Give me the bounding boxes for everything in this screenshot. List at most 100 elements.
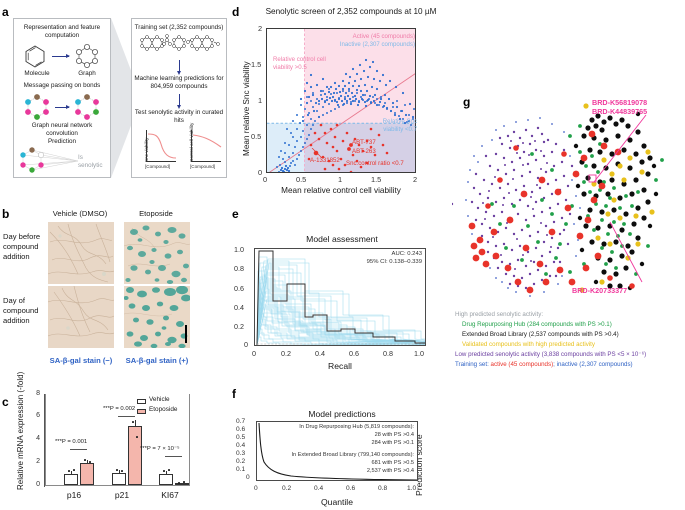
f-y-tick-0: 0 [246, 474, 250, 481]
legend-low-activity: Low predicted senolytic activity (3,838 … [455, 351, 647, 358]
panel-f-title: Model predictions [308, 409, 376, 419]
f-y-tick-0_3: 0.3 [236, 450, 246, 457]
callout-brd-k44839765: BRD-K44839765 [592, 107, 648, 116]
bar-p21-etoposide [128, 426, 142, 485]
footer-stain-positive: SA-β-gal stain (+) [125, 356, 189, 365]
y-tick-0: 0 [36, 481, 40, 488]
panel-d: d Senolytic screen of 2,352 compounds at… [232, 0, 460, 198]
annotation-hub-ps01: 284 with PS >0.1 [371, 440, 414, 446]
errorbar-p16-vehicle [70, 470, 72, 474]
panel-f: f Model predictions Prediction score 0.7… [232, 380, 460, 510]
panel-b-letter: b [2, 207, 10, 221]
panel-d-ylabel: Mean relative Snc viability [242, 61, 251, 156]
annotation-broad-ps05: 681 with PS >0.5 [371, 460, 414, 466]
annotation-snc-threshold: Relative Snc viability <0.7 [382, 118, 417, 133]
training-molecules-icon [140, 34, 220, 51]
y-tick-8: 8 [36, 390, 40, 397]
is-senolytic-label: Is senolytic [78, 154, 103, 170]
datapoint [116, 469, 118, 471]
micrograph-vehicle-day-of [48, 286, 114, 348]
e-y-tick-1_0: 1.0 [234, 245, 244, 254]
sig-label-p16: ***P = 0.001 [55, 439, 88, 445]
annotation-hub-ps04: 28 with PS >0.4 [374, 432, 414, 438]
datapoint [136, 436, 138, 438]
legend-swatch-etoposide [137, 409, 146, 414]
sig-label-ki67: ***P = 7 × 10⁻⁵ [140, 446, 180, 452]
ml-predictions-label: Machine learning predictions for 804,959… [134, 75, 224, 91]
panel-d-plot-area [266, 28, 416, 173]
auc-text: AUC: 0.243 [391, 251, 422, 257]
f-x-tick-0_6: 0.6 [346, 485, 356, 492]
e-y-tick-0: 0 [244, 340, 248, 349]
datapoint [68, 470, 70, 472]
legend-swatch-vehicle [137, 399, 146, 404]
datapoint [89, 461, 91, 463]
bar-ki67-etoposide [175, 483, 189, 485]
panel-c-letter: c [2, 395, 9, 409]
datapoint [132, 421, 134, 423]
funnel-connector [111, 18, 132, 178]
training-set-label: Training set (2,352 compounds) [134, 24, 224, 31]
datapoint [84, 459, 86, 461]
graph-conv-label: Graph neural network convolution [31, 122, 93, 138]
test-activity-label: Test senolytic activity in curated hits [134, 109, 224, 125]
errorbar-p21-etoposide [134, 420, 136, 427]
callout-brd-k20733377: BRD-K20733377 [572, 286, 628, 295]
molecule-label: Molecule [24, 70, 50, 77]
annotation-active: Active (45 compounds) [352, 33, 415, 40]
datapoint [178, 481, 180, 484]
d-y-tick-0_5: 0.5 [251, 132, 262, 141]
legend-training-set: Training set: active (45 compounds); ina… [455, 361, 633, 370]
f-y-tick-0_1: 0.1 [236, 466, 246, 473]
panel-d-title: Senolytic screen of 2,352 compounds at 1… [265, 7, 437, 16]
d-y-tick-2: 2 [258, 24, 263, 33]
row-label-day-before: Day before compound addition [3, 232, 41, 261]
annotation-broad-ps04: 2,537 with PS >0.4 [366, 468, 414, 474]
callout-leaders-top [593, 114, 647, 183]
group-label-p16: p16 [66, 490, 82, 500]
datapoint [163, 469, 165, 472]
f-x-tick-1_0: 1.0 [407, 485, 417, 492]
bar-p16-vehicle [64, 473, 78, 485]
panel-c-plot-area [45, 394, 190, 486]
y-tick-6: 6 [36, 412, 40, 419]
callout-brd-k56819078: BRD-K56819078 [592, 98, 648, 107]
annotation-drug-repurposing-hub: In Drug Repurposing Hub (5,819 compounds… [299, 424, 414, 430]
annotation-control-threshold: Relative control cell viability >0.5 [273, 56, 326, 71]
arrow-to-test [177, 94, 182, 109]
d-x-tick-0_5: 0.5 [296, 175, 307, 184]
legend-drug-repurposing-hub: Drug Repurposing Hub (284 compounds with… [462, 321, 612, 328]
micrograph-etoposide-day-before [124, 222, 190, 284]
sig-label-p21: ***P = 0.002 [103, 406, 136, 412]
control-viability-ylabel: Control cell viability [189, 122, 194, 162]
errorbar-p21-vehicle [118, 470, 120, 473]
f-x-tick-0_8: 0.8 [378, 485, 388, 492]
e-x-tick-1_0: 1.0 [414, 349, 424, 358]
d-y-tick-1: 1 [258, 96, 263, 105]
f-y-tick-0_6: 0.6 [236, 426, 246, 433]
graph-ring-icon [76, 44, 98, 68]
d-x-tick-1_5: 1.5 [371, 175, 382, 184]
panel-f-xlabel: Quantile [320, 497, 353, 507]
panel-e-letter: e [232, 207, 239, 221]
e-x-tick-0_2: 0.2 [281, 349, 291, 358]
prediction-score-svg [258, 422, 417, 480]
label-abt-263: ABT-263 [352, 148, 376, 155]
d-y-tick-0: 0 [258, 168, 263, 177]
panel-a: a Representation and feature computation… [0, 0, 232, 196]
scale-bar [185, 325, 188, 343]
arrow-to-ml [177, 60, 182, 75]
panel-c-yaxis [44, 394, 45, 487]
d-x-tick-1: 1 [338, 175, 343, 184]
molecule-hexagon-icon [25, 45, 45, 68]
ci-text: 95% CI: 0.138–0.339 [366, 259, 422, 265]
panel-g-letter: g [463, 95, 471, 109]
datapoint [121, 470, 123, 472]
e-y-tick-0_6: 0.6 [234, 284, 244, 293]
panel-d-letter: d [232, 5, 240, 19]
row-label-day-of: Day of compound addition [3, 296, 39, 325]
panel-b: b Vehicle (DMSO) Etoposide Day before co… [0, 200, 232, 375]
colored-graph-right-icon [75, 94, 99, 120]
annotation-ratio-threshold: Snc:control ratio <0.7 [346, 160, 404, 167]
leader-line-a1331852 [311, 148, 323, 159]
